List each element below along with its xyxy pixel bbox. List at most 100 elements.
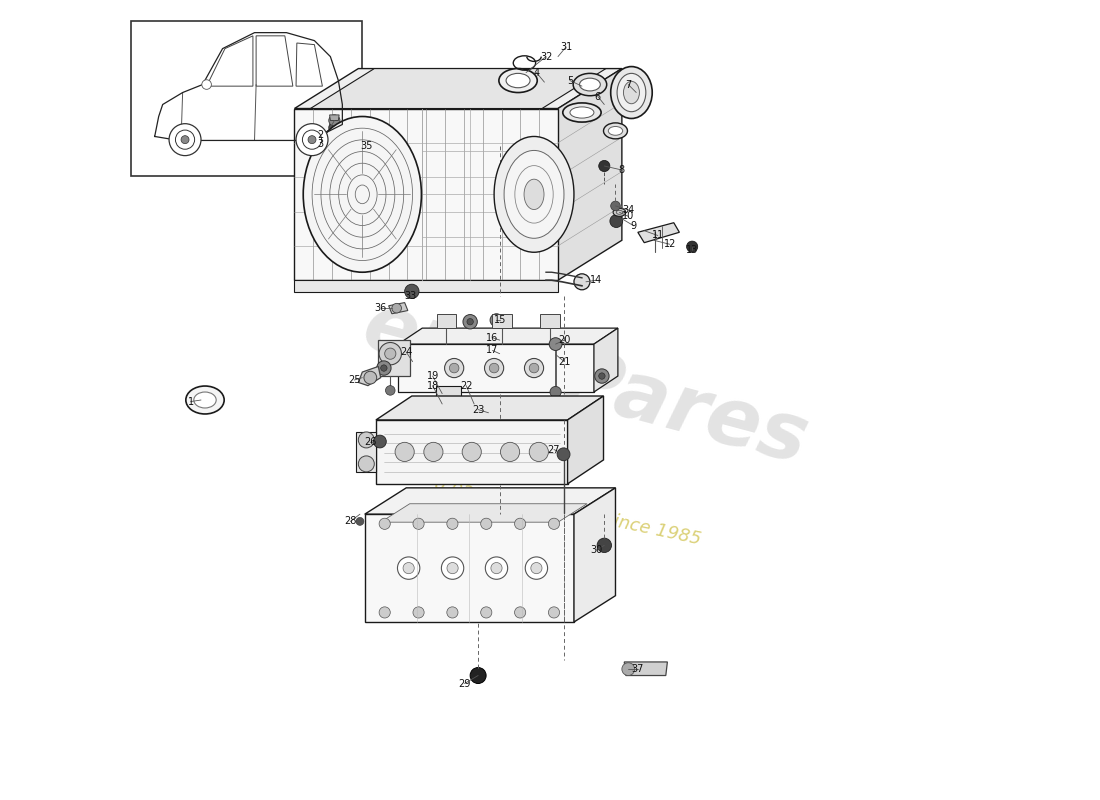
Circle shape (395, 442, 415, 462)
Circle shape (515, 607, 526, 618)
Ellipse shape (624, 82, 639, 104)
Text: 12: 12 (663, 239, 676, 250)
Text: 8: 8 (619, 165, 625, 175)
Polygon shape (376, 396, 604, 420)
Circle shape (450, 363, 459, 373)
Polygon shape (310, 69, 606, 109)
Circle shape (621, 662, 635, 675)
Circle shape (176, 130, 195, 150)
Circle shape (329, 115, 340, 126)
Ellipse shape (570, 107, 594, 118)
Text: 26: 26 (364, 437, 376, 446)
Circle shape (549, 518, 560, 530)
Text: 27: 27 (548, 445, 560, 454)
Text: 28: 28 (344, 516, 356, 526)
Circle shape (610, 201, 620, 210)
Polygon shape (295, 69, 622, 109)
Circle shape (463, 314, 477, 329)
Polygon shape (378, 340, 410, 376)
Circle shape (470, 667, 486, 683)
Text: 34: 34 (623, 205, 635, 215)
Circle shape (500, 442, 519, 462)
Text: 6: 6 (595, 91, 601, 102)
Circle shape (308, 136, 316, 144)
Circle shape (597, 538, 612, 553)
Circle shape (483, 407, 494, 418)
Bar (436, 386, 461, 402)
Bar (437, 314, 455, 328)
Polygon shape (295, 109, 558, 280)
Circle shape (495, 349, 505, 358)
Circle shape (356, 518, 364, 526)
Circle shape (468, 398, 481, 410)
Circle shape (531, 562, 542, 574)
Text: 1: 1 (188, 397, 194, 406)
Text: 18: 18 (427, 381, 439, 390)
Ellipse shape (499, 69, 537, 93)
Text: a passion for parts since 1985: a passion for parts since 1985 (432, 474, 703, 549)
Text: 20: 20 (558, 335, 571, 345)
Circle shape (379, 607, 390, 618)
Text: 23: 23 (472, 405, 484, 414)
Text: 17: 17 (486, 346, 498, 355)
Circle shape (550, 386, 561, 398)
Text: 3: 3 (318, 139, 323, 150)
Circle shape (447, 562, 459, 574)
Circle shape (525, 557, 548, 579)
Circle shape (491, 314, 503, 326)
Text: 33: 33 (404, 291, 417, 301)
Text: 5: 5 (566, 75, 573, 86)
Circle shape (385, 348, 396, 359)
Circle shape (529, 442, 549, 462)
Text: 4: 4 (534, 67, 539, 78)
Polygon shape (388, 302, 408, 314)
Circle shape (525, 358, 543, 378)
Bar (540, 314, 560, 328)
Polygon shape (295, 280, 558, 292)
Ellipse shape (604, 123, 627, 139)
Polygon shape (558, 69, 622, 280)
Circle shape (379, 518, 390, 530)
Circle shape (444, 358, 464, 378)
Circle shape (169, 124, 201, 156)
Circle shape (364, 371, 376, 384)
Ellipse shape (504, 150, 564, 238)
Circle shape (441, 557, 464, 579)
Text: 19: 19 (427, 371, 439, 381)
Circle shape (466, 318, 473, 325)
Circle shape (405, 284, 419, 298)
Bar (131, 21, 362, 176)
Circle shape (302, 130, 321, 150)
Circle shape (374, 435, 386, 448)
Circle shape (359, 432, 374, 448)
Polygon shape (365, 488, 616, 514)
Polygon shape (568, 396, 604, 484)
Circle shape (491, 330, 502, 342)
Circle shape (379, 342, 401, 365)
Polygon shape (356, 432, 376, 472)
Ellipse shape (580, 78, 601, 91)
Circle shape (392, 303, 402, 313)
Circle shape (376, 361, 392, 375)
Circle shape (412, 607, 425, 618)
Ellipse shape (304, 117, 421, 272)
Circle shape (296, 124, 328, 156)
Circle shape (574, 274, 590, 290)
Ellipse shape (608, 126, 623, 135)
Circle shape (515, 518, 526, 530)
Ellipse shape (194, 392, 217, 408)
Ellipse shape (524, 179, 544, 210)
Polygon shape (625, 662, 668, 675)
Circle shape (485, 557, 508, 579)
Bar (493, 314, 512, 328)
Text: euroPares: euroPares (354, 287, 816, 481)
Circle shape (494, 334, 505, 346)
Polygon shape (365, 514, 574, 622)
Circle shape (598, 373, 605, 379)
Polygon shape (376, 420, 568, 484)
Circle shape (491, 562, 502, 574)
Polygon shape (638, 222, 680, 242)
Circle shape (385, 386, 395, 395)
Polygon shape (381, 504, 587, 522)
Ellipse shape (617, 74, 646, 112)
